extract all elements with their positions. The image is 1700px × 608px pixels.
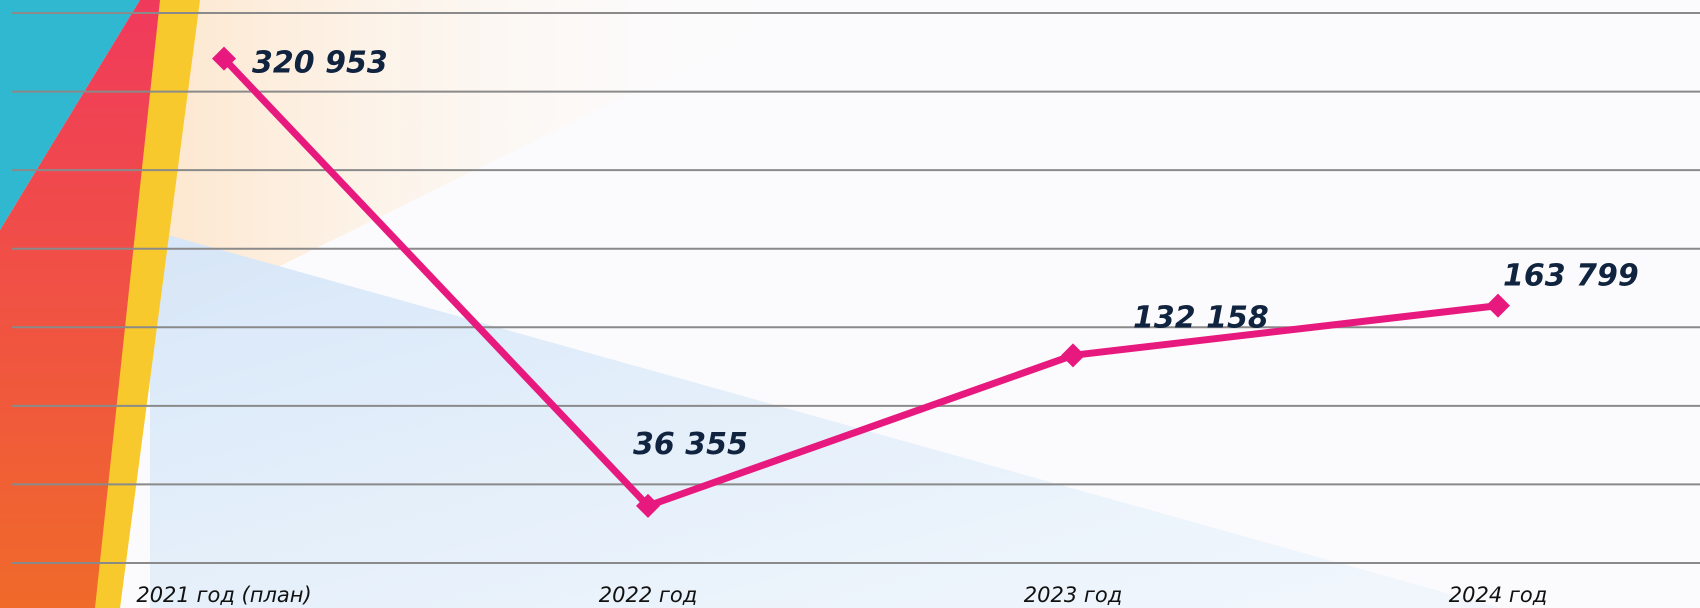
decor — [0, 0, 160, 608]
plot: 2021 год (план) 2022 год 2023 год 2024 год 3… — [12, 12, 1700, 607]
marker — [1061, 343, 1085, 368]
x-tick-label: 2023 год — [1024, 583, 1123, 607]
decor — [150, 0, 820, 330]
value-label: 132 158 — [1133, 300, 1269, 335]
value-label: 36 355 — [633, 427, 748, 462]
x-tick-label: 2024 год — [1449, 583, 1548, 607]
x-tick-label: 2022 год — [599, 583, 698, 607]
decor — [150, 230, 1500, 608]
value-label: 320 953 — [252, 46, 388, 81]
decor — [95, 0, 200, 608]
value-label: 163 799 — [1503, 259, 1639, 294]
marker — [636, 493, 660, 518]
marker — [212, 46, 236, 71]
line — [221, 56, 1499, 510]
x-tick-label: 2021 год (план) — [136, 583, 311, 607]
marker — [1486, 293, 1510, 318]
